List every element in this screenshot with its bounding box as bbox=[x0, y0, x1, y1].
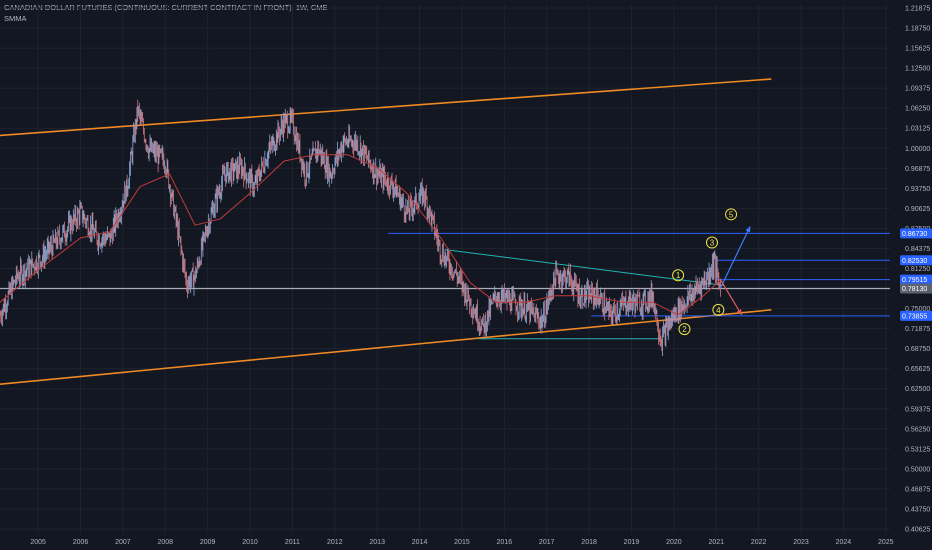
y-tick-label: 0.71875 bbox=[905, 326, 930, 333]
wave-circle bbox=[672, 269, 685, 282]
x-tick-label: 2021 bbox=[708, 539, 724, 546]
time-axis: 2005 2006 2007 2008 2009 2010 2011 2012 2013 2014… bbox=[30, 539, 893, 546]
wave-circle bbox=[678, 323, 691, 336]
y-tick-label: 1.06250 bbox=[905, 106, 930, 113]
x-tick-label: 2025 bbox=[878, 539, 894, 546]
wave-label: 4 bbox=[716, 306, 721, 315]
price-axis: 1.21875 1.18750 1.15625 1.12500 1.09375 1.062… bbox=[900, 6, 932, 533]
price-tag-label: 0.79515 bbox=[902, 277, 927, 284]
projection-line bbox=[719, 226, 751, 289]
wave-circle bbox=[725, 208, 738, 221]
x-tick-label: 2019 bbox=[624, 539, 640, 546]
x-tick-label: 2006 bbox=[73, 539, 89, 546]
price-tag-label: 0.82530 bbox=[902, 258, 927, 265]
wave-label: 2 bbox=[682, 325, 687, 334]
y-tick-label: 0.75000 bbox=[905, 306, 930, 313]
y-tick-label: 0.68750 bbox=[905, 346, 930, 353]
y-tick-label: 0.65625 bbox=[905, 366, 930, 373]
y-tick-label: 0.53125 bbox=[905, 446, 930, 453]
wave-labels: 1 2 3 4 5 bbox=[672, 208, 738, 336]
x-tick-label: 2012 bbox=[327, 539, 343, 546]
x-tick-label: 2009 bbox=[200, 539, 216, 546]
y-tick-label: 0.56250 bbox=[905, 426, 930, 433]
wave-label: 1 bbox=[676, 271, 681, 280]
y-tick-label: 1.03125 bbox=[905, 126, 930, 133]
y-tick-label: 1.12500 bbox=[905, 66, 930, 73]
x-tick-label: 2018 bbox=[581, 539, 597, 546]
y-tick-label: 0.62500 bbox=[905, 386, 930, 393]
candles bbox=[0, 99, 721, 357]
y-tick-label: 1.18750 bbox=[905, 26, 930, 33]
grid bbox=[0, 4, 890, 533]
projection-line bbox=[719, 279, 743, 316]
x-tick-label: 2007 bbox=[115, 539, 131, 546]
x-tick-label: 2015 bbox=[454, 539, 470, 546]
x-tick-label: 2014 bbox=[412, 539, 428, 546]
x-tick-label: 2017 bbox=[539, 539, 555, 546]
x-tick-label: 2005 bbox=[30, 539, 46, 546]
price-tag-label: 0.86730 bbox=[902, 231, 927, 238]
horizontal-levels bbox=[0, 232, 890, 317]
y-tick-label: 1.00000 bbox=[905, 146, 930, 153]
x-tick-label: 2020 bbox=[666, 539, 682, 546]
wave-label: 5 bbox=[729, 210, 734, 219]
x-tick-label: 2013 bbox=[369, 539, 385, 546]
wave-circle bbox=[706, 236, 718, 249]
projection-arrows bbox=[719, 226, 751, 316]
x-tick-label: 2008 bbox=[157, 539, 173, 546]
price-tag bbox=[900, 310, 932, 321]
y-tick-label: 0.43750 bbox=[905, 506, 930, 513]
y-tick-label: 0.96875 bbox=[905, 166, 930, 173]
arrow-head bbox=[736, 309, 742, 315]
price-tag bbox=[900, 228, 932, 239]
y-tick-label: 0.93750 bbox=[905, 186, 930, 193]
y-tick-label: 0.84375 bbox=[905, 246, 930, 253]
x-tick-label: 2011 bbox=[285, 539, 300, 546]
triangle-lines bbox=[444, 249, 725, 340]
x-tick-label: 2022 bbox=[751, 539, 767, 546]
triangle-line bbox=[444, 249, 725, 286]
y-tick-label: 0.81250 bbox=[905, 266, 930, 273]
smma-line bbox=[0, 154, 721, 316]
wave-label: 3 bbox=[710, 239, 715, 248]
x-tick-label: 2016 bbox=[497, 539, 513, 546]
channel-line bbox=[0, 309, 772, 386]
y-tick-label: 0.40625 bbox=[905, 526, 930, 533]
y-tick-label: 1.21875 bbox=[905, 6, 930, 13]
y-tick-label: 0.50000 bbox=[905, 466, 930, 473]
price-tag bbox=[900, 283, 932, 294]
indicator-label: SMMA bbox=[4, 14, 27, 23]
price-channel bbox=[0, 78, 772, 386]
y-tick-label: 1.09375 bbox=[905, 86, 930, 93]
y-tick-label: 0.59375 bbox=[905, 406, 930, 413]
price-tag-label: 0.73855 bbox=[902, 313, 927, 320]
y-tick-label: 0.90625 bbox=[905, 206, 930, 213]
x-tick-label: 2010 bbox=[242, 539, 258, 546]
wave-circle bbox=[712, 303, 725, 316]
y-tick-label: 1.15625 bbox=[905, 46, 930, 53]
x-tick-label: 2024 bbox=[836, 539, 852, 546]
x-tick-label: 2023 bbox=[793, 539, 809, 546]
smma-path bbox=[0, 154, 721, 316]
price-tag bbox=[900, 274, 932, 285]
y-tick-label: 0.46875 bbox=[905, 486, 930, 493]
price-tag-label: 0.78130 bbox=[902, 286, 927, 293]
channel-line bbox=[0, 78, 772, 137]
arrow-head bbox=[745, 226, 751, 233]
price-tag bbox=[900, 255, 932, 266]
